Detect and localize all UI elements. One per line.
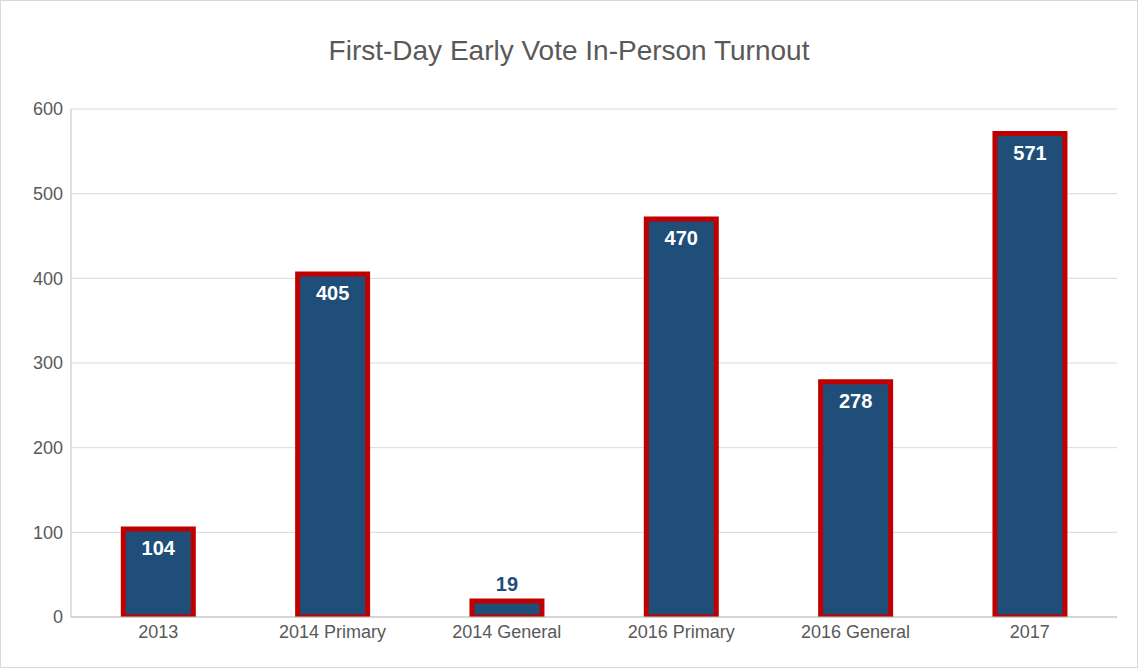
svg-text:2016 Primary: 2016 Primary xyxy=(628,622,735,642)
svg-text:500: 500 xyxy=(33,184,63,204)
svg-text:2017: 2017 xyxy=(1010,622,1050,642)
svg-text:2016 General: 2016 General xyxy=(801,622,910,642)
svg-text:104: 104 xyxy=(142,537,176,559)
svg-text:2013: 2013 xyxy=(138,622,178,642)
svg-text:2014 Primary: 2014 Primary xyxy=(279,622,386,642)
svg-text:278: 278 xyxy=(839,390,872,412)
svg-text:300: 300 xyxy=(33,353,63,373)
svg-text:19: 19 xyxy=(496,573,518,595)
svg-text:600: 600 xyxy=(33,99,63,119)
svg-text:0: 0 xyxy=(53,607,63,627)
svg-text:405: 405 xyxy=(316,282,349,304)
svg-text:400: 400 xyxy=(33,269,63,289)
svg-text:200: 200 xyxy=(33,438,63,458)
svg-text:100: 100 xyxy=(33,523,63,543)
svg-text:2014 General: 2014 General xyxy=(452,622,561,642)
svg-text:571: 571 xyxy=(1013,142,1046,164)
svg-text:470: 470 xyxy=(665,227,698,249)
html-text:First-Day Early Vote In-Person: First-Day Early Vote In-Person Turnout xyxy=(328,35,810,66)
